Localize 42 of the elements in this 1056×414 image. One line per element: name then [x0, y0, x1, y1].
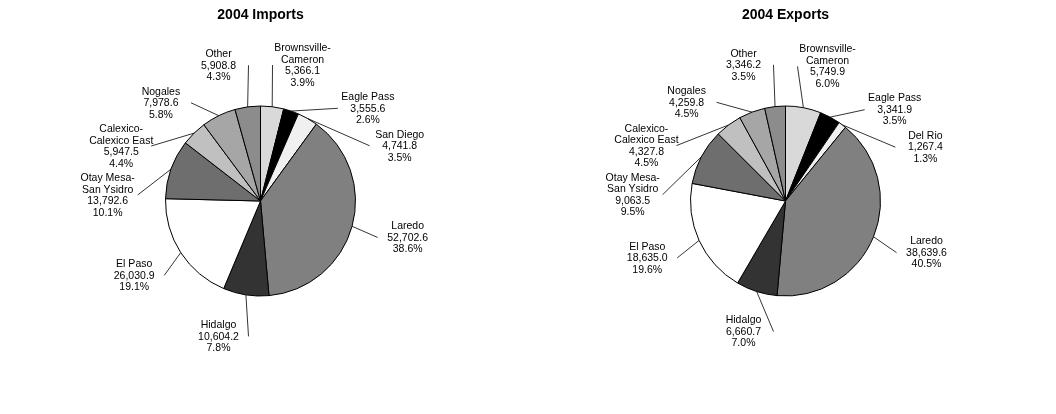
data-label: 3,341.9 3.5% [877, 102, 913, 127]
data-label: 5,947.5 4.4% [103, 145, 139, 169]
slice-label: Brownsville-Cameron [274, 41, 332, 65]
data-label: 9,063.5 9.5% [615, 193, 651, 218]
slice-label: Otay Mesa-San Ysidro [80, 171, 136, 195]
data-label: 4,327.8 4.5% [628, 144, 665, 169]
slice-label: Laredo [910, 234, 944, 247]
data-label: 1,267.4 1.3% [907, 140, 944, 164]
data-label: 6,660.7 7.0% [725, 324, 762, 349]
data-label: 18,635.0 19.6% [626, 251, 668, 275]
slice-label: Laredo [391, 219, 425, 232]
slice-label: Nogales [667, 84, 706, 97]
slice-label: Calexico-Calexico East [614, 121, 679, 146]
slice-label: Other [205, 47, 233, 60]
data-label: 3,555.6 2.6% [350, 101, 386, 126]
data-label: 5,908.8 4.3% [200, 58, 237, 83]
data-label: 5,749.9 6.0% [809, 65, 846, 89]
data-label: 38,639.6 40.5% [906, 245, 948, 270]
slice-label: Calexico-Calexico East [89, 122, 154, 146]
data-label: 4,741.8 3.5% [382, 139, 418, 163]
data-label: 10,604.2 7.8% [198, 329, 240, 354]
slice-label: Otay Mesa-San Ysidro [605, 170, 661, 195]
slice-label: Nogales [141, 84, 181, 97]
slice-label: Eagle Pass [868, 91, 922, 104]
chart-title: 2004 Exports [741, 6, 830, 22]
chart-title: 2004 Imports [217, 6, 304, 22]
data-label: 7,978.6 5.8% [143, 96, 179, 120]
data-label: 5,366.1 3.9% [284, 64, 321, 88]
slice-label: Other [730, 46, 758, 59]
slice-label: San Diego [375, 127, 425, 140]
slice-label: Del Rio [908, 128, 943, 141]
data-label: 52,702.6 38.6% [387, 230, 429, 255]
data-label: 26,030.9 19.1% [113, 268, 155, 293]
slice-label: El Paso [629, 239, 666, 252]
data-label: 4,259.8 4.5% [669, 95, 705, 120]
slice-label: Brownsville-Cameron [799, 42, 857, 66]
slice-label: El Paso [116, 257, 153, 270]
data-label: 13,792.6 10.1% [87, 194, 129, 218]
slice-label: Eagle Pass [341, 90, 395, 103]
slice-label: Hidalgo [200, 318, 237, 331]
slice-label: Hidalgo [725, 313, 762, 326]
data-label: 3,346.2 3.5% [725, 58, 762, 82]
